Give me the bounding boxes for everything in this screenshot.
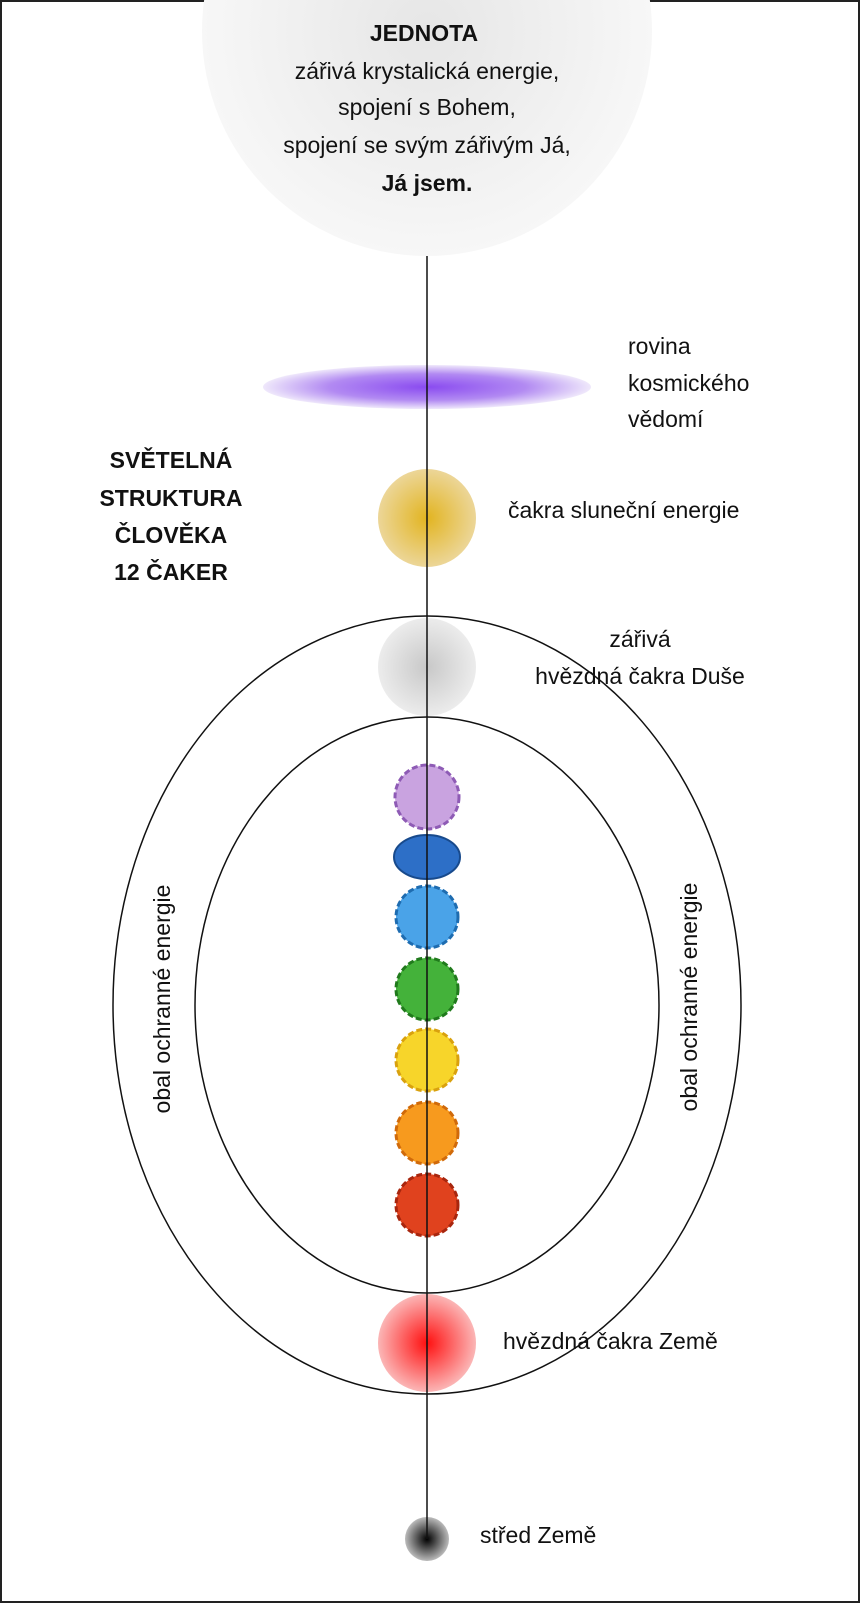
side-title: ČLOVĚKA xyxy=(115,521,227,548)
label: kosmického xyxy=(628,370,749,396)
side-title: SVĚTELNÁ xyxy=(110,446,233,473)
header-line: zářivá krystalická energie, xyxy=(295,58,560,84)
label: hvězdná čakra Země xyxy=(503,1328,718,1354)
side-title: 12 ČAKER xyxy=(114,558,228,585)
header-line: spojení se svým zářivým Já, xyxy=(283,132,571,158)
label: střed Země xyxy=(480,1522,596,1548)
side-title: STRUKTURA xyxy=(99,485,242,511)
label: vědomí xyxy=(628,406,704,432)
label: čakra sluneční energie xyxy=(508,497,739,523)
label: hvězdná čakra Duše xyxy=(535,663,745,689)
label: obal ochranné energie xyxy=(676,883,702,1112)
header-line: spojení s Bohem, xyxy=(338,94,516,120)
label: zářivá xyxy=(609,626,671,652)
label: rovina xyxy=(628,333,691,359)
label: obal ochranné energie xyxy=(149,885,175,1114)
header-title: JEDNOTA xyxy=(370,20,478,46)
header-closing: Já jsem. xyxy=(382,170,473,196)
unity-sphere xyxy=(202,0,652,256)
